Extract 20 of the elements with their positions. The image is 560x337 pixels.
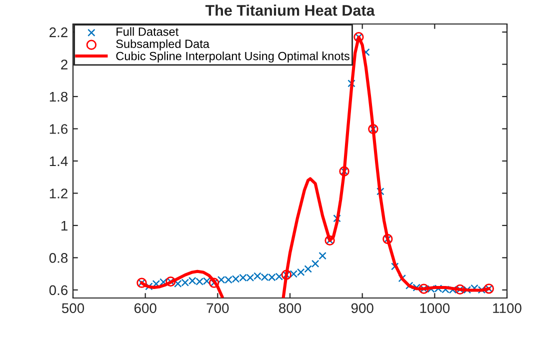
y-tick-label: 1.4 <box>50 156 68 166</box>
legend-label: Full Dataset <box>116 27 179 36</box>
x-tick-label: 800 <box>279 303 302 314</box>
y-tick-label: 1.6 <box>50 124 68 134</box>
y-tick-label: 2 <box>61 60 68 70</box>
x-tick-label: 1100 <box>493 303 522 314</box>
chart-title: The Titanium Heat Data <box>205 4 375 16</box>
y-tick-label: 0.8 <box>49 253 68 263</box>
y-tick-label: 1.8 <box>50 92 68 102</box>
x-tick-label: 1000 <box>420 303 450 314</box>
legend-label: Cubic Spline Interpolant Using Optimal knots <box>116 52 350 63</box>
x-tick-label: 700 <box>206 303 229 314</box>
x-tick-label: 600 <box>134 303 156 314</box>
y-tick-label: 1.2 <box>50 188 68 198</box>
y-tick-label: 1 <box>61 220 68 231</box>
x-tick-label: 900 <box>351 303 374 314</box>
legend-label: Subsampled Data <box>116 39 210 50</box>
x-tick-label: 500 <box>62 303 84 314</box>
y-tick-label: 0.6 <box>49 285 68 296</box>
y-tick-label: 2.2 <box>50 27 68 38</box>
